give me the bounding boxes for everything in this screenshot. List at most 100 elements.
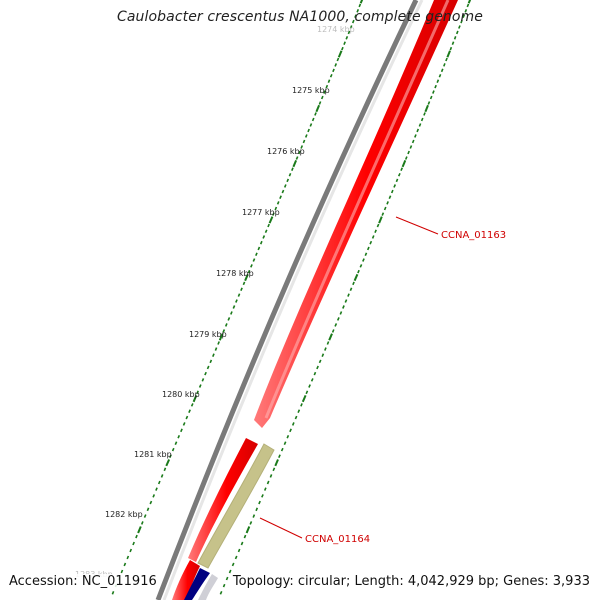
minor-tick [464, 9, 468, 13]
minor-tick [366, 246, 370, 251]
minor-tick [352, 281, 355, 286]
cds-feature-blue[interactable] [184, 568, 210, 600]
outer-tick-ring [111, 0, 364, 595]
minor-tick [400, 167, 404, 172]
minor-tick [305, 390, 309, 395]
minor-tick [140, 521, 144, 525]
minor-tick [460, 19, 463, 24]
minor-tick [351, 19, 355, 24]
minor-tick [266, 480, 270, 485]
genome-backbone [155, 0, 419, 601]
minor-tick [300, 145, 304, 149]
minor-tick [440, 68, 444, 73]
minor-tick [263, 487, 267, 491]
minor-tick [289, 428, 292, 433]
minor-tick [383, 206, 387, 211]
minor-tick [386, 201, 389, 205]
tick-label: 1278 kbp [216, 269, 254, 278]
major-tick [137, 526, 142, 534]
minor-tick [286, 434, 290, 439]
minor-tick [311, 117, 315, 122]
cds-feature-khaki[interactable] [197, 443, 275, 569]
major-tick [292, 160, 298, 168]
major-tick [274, 459, 279, 467]
tick-label: 1281 kbp [134, 450, 172, 459]
minor-tick [243, 534, 247, 539]
accession-label: Accession: NC_011916 [9, 574, 157, 589]
minor-tick [393, 184, 397, 188]
genome-summary-label: Topology: circular; Length: 4,042,929 bp… [232, 574, 590, 589]
minor-tick [436, 79, 440, 83]
major-tick [353, 273, 359, 282]
minor-tick [146, 507, 150, 512]
minor-tick [257, 246, 261, 251]
gene-label-ccna-01163[interactable]: CCNA_01163 [441, 230, 506, 241]
genome-backbone-highlight [162, 0, 424, 601]
gene-feature-ccna-01163[interactable] [254, 0, 458, 428]
minor-tick [242, 281, 246, 286]
minor-tick [302, 139, 306, 144]
minor-tick [423, 112, 426, 116]
minor-tick [232, 305, 236, 309]
minor-tick [462, 14, 466, 18]
minor-tick [374, 229, 377, 234]
minor-tick [198, 384, 202, 388]
minor-tick [458, 25, 461, 29]
minor-tick [278, 454, 281, 459]
minor-tick [222, 583, 226, 588]
minor-tick [356, 9, 360, 13]
minor-tick [206, 365, 210, 370]
minor-tick [269, 474, 273, 478]
minor-tick [342, 305, 345, 309]
minor-tick [345, 36, 349, 40]
gene-feature-ccna-01164[interactable] [188, 438, 258, 562]
minor-tick [188, 409, 191, 414]
tick-label: 1279 kbp [189, 330, 227, 339]
minor-tick [300, 403, 303, 407]
minor-tick [283, 441, 287, 446]
minor-tick [418, 123, 422, 127]
minor-tick [274, 206, 278, 211]
minor-tick [369, 240, 373, 245]
minor-tick [129, 548, 133, 553]
minor-tick [185, 415, 189, 420]
major-tick [446, 50, 451, 58]
minor-tick [240, 287, 243, 292]
minor-tick [332, 68, 335, 73]
minor-tick [222, 329, 226, 333]
minor-tick [196, 390, 199, 395]
minor-tick [339, 311, 343, 315]
minor-tick [323, 90, 326, 94]
minor-tick [314, 112, 317, 116]
major-tick [268, 216, 274, 224]
minor-tick [341, 46, 344, 51]
minor-tick [212, 353, 215, 357]
minor-tick [371, 235, 375, 239]
minor-tick [358, 3, 362, 8]
minor-tick [321, 353, 325, 357]
major-tick [467, 0, 472, 4]
minor-tick [252, 258, 256, 262]
major-tick [378, 216, 383, 224]
minor-tick [304, 134, 308, 138]
minor-tick [272, 212, 275, 216]
minor-tick [228, 569, 232, 574]
minor-tick [397, 172, 401, 177]
gene-label-ccna-01164[interactable]: CCNA_01164 [305, 534, 370, 545]
minor-tick [190, 403, 194, 407]
minor-tick [420, 117, 424, 122]
minor-tick [135, 534, 138, 539]
minor-tick [347, 293, 350, 297]
minor-tick [294, 415, 298, 420]
minor-tick [224, 323, 228, 327]
minor-tick [324, 347, 327, 351]
minor-tick [334, 323, 338, 327]
minor-tick [427, 101, 431, 105]
minor-tick [329, 73, 333, 78]
minor-tick [255, 507, 259, 512]
minor-tick [318, 359, 322, 364]
minor-tick [336, 317, 340, 321]
minor-tick [281, 189, 285, 194]
